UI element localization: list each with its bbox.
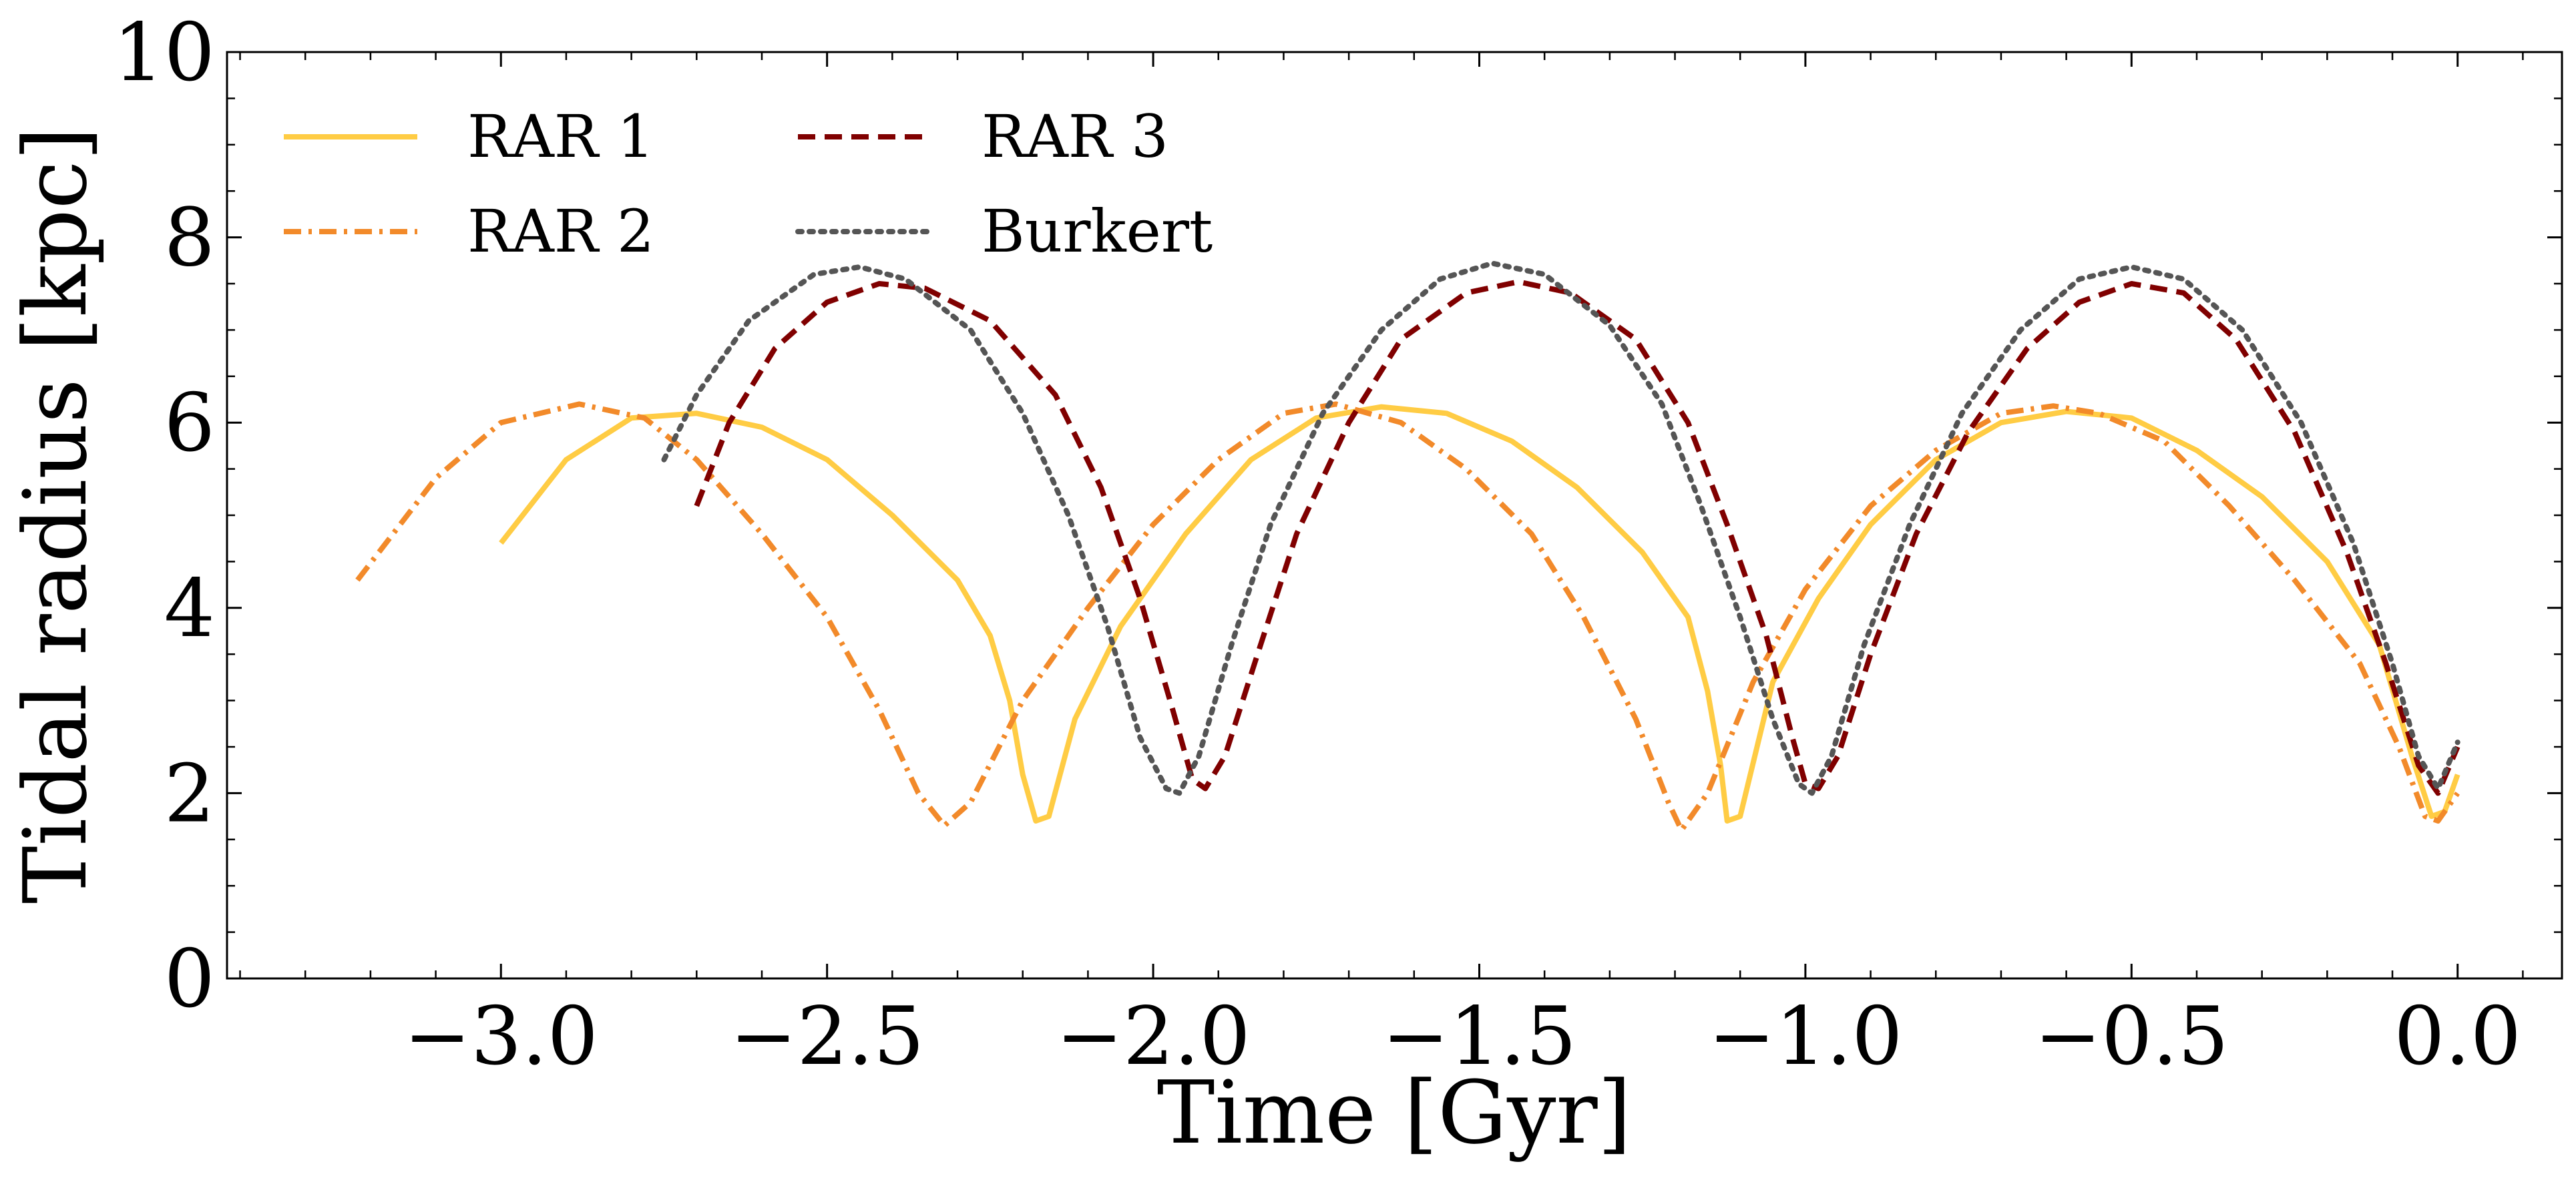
y-axis-label: Tidal radius [kpc] — [5, 127, 106, 904]
x-tick-label: −2.0 — [1056, 990, 1250, 1083]
y-tick-label: 6 — [164, 377, 215, 470]
series-line-rar-3 — [694, 279, 2460, 796]
legend-label-rar-3: RAR 3 — [982, 102, 1168, 171]
legend-label-rar-2: RAR 2 — [467, 197, 654, 266]
x-tick-label: −1.5 — [1382, 990, 1576, 1083]
x-tick-label: −1.0 — [1708, 990, 1902, 1083]
y-tick-label: 8 — [164, 192, 215, 285]
plot-background — [227, 52, 2562, 978]
plot-frame — [226, 51, 2563, 980]
series-layer — [355, 260, 2460, 833]
x-tick-label: −0.5 — [2034, 990, 2229, 1083]
x-tick-label: −2.5 — [730, 990, 924, 1083]
series-line-rar-2 — [355, 401, 2460, 833]
series-line-rar-1 — [499, 404, 2460, 824]
legend-label-burkert: Burkert — [982, 197, 1213, 266]
y-tick-label: 2 — [164, 748, 215, 840]
legend: RAR 1 RAR 2 RAR 3 Burkert — [284, 102, 1213, 266]
x-tick-label: 0.0 — [2394, 990, 2521, 1083]
legend-label-rar-1: RAR 1 — [467, 102, 654, 171]
y-tick-label: 4 — [164, 563, 215, 655]
x-axis-label: Time [Gyr] — [1157, 1062, 1632, 1163]
y-tick-label: 10 — [113, 7, 215, 99]
y-tick-label: 0 — [164, 933, 215, 1026]
series-line-burkert — [661, 260, 2460, 796]
ticks-layer: −3.0 −2.5 −2.0 −1.5 −1.0 −0.5 0.0 0 2 4 6 8 10 — [113, 7, 2562, 1083]
x-tick-label: −3.0 — [404, 990, 598, 1083]
